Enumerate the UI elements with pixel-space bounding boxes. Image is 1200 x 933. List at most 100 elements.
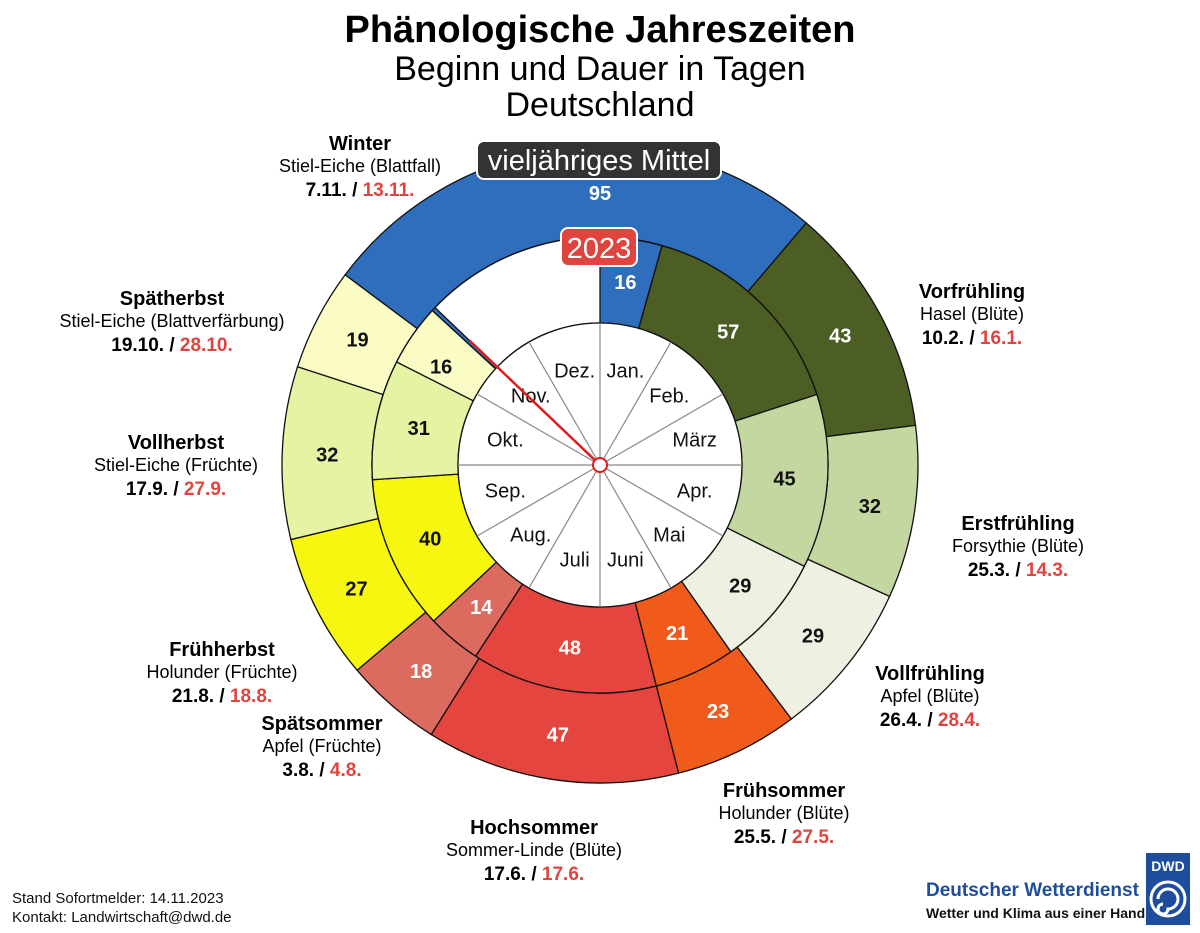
- season-name: Vorfrühling: [919, 281, 1025, 303]
- month-label: Juni: [607, 550, 644, 572]
- current-day-hand: [468, 339, 601, 466]
- footer-kontakt: Kontakt: Landwirtschaft@dwd.de: [12, 909, 232, 926]
- outer-ring-value: 29: [802, 626, 824, 648]
- season-name: Vollherbst: [128, 432, 225, 454]
- season-mean-start: 25.3. /: [968, 560, 1026, 581]
- season-dates: 25.5. / 27.5.: [734, 827, 834, 848]
- season-dates: 17.6. / 17.6.: [484, 864, 584, 885]
- inner-ring-value: 16: [614, 272, 636, 294]
- outer-ring-value: 32: [859, 496, 881, 518]
- outer-ring-value: 18: [410, 661, 432, 683]
- month-divider: [599, 464, 672, 589]
- footer-stand: Stand Sofortmelder: 14.11.2023: [12, 890, 224, 907]
- season-dates: 17.9. / 27.9.: [126, 479, 226, 500]
- season-name: Frühherbst: [169, 639, 275, 661]
- inner-ring-value: 14: [470, 597, 493, 619]
- season-mean-start: 25.5. /: [734, 827, 792, 848]
- month-label: März: [672, 430, 716, 452]
- season-plant: Sommer-Linde (Blüte): [446, 840, 622, 860]
- season-start-2023: 17.6.: [542, 864, 584, 885]
- season-start-2023: 13.11.: [363, 180, 415, 201]
- chart-title: Phänologische Jahreszeiten: [344, 9, 855, 51]
- month-label: Nov.: [511, 386, 551, 408]
- dwd-logo: DWD: [1146, 853, 1190, 925]
- season-dates: 26.4. / 28.4.: [880, 710, 980, 731]
- month-divider: [599, 464, 724, 537]
- inner-badge-label: 2023: [567, 233, 632, 265]
- season-start-2023: 27.5.: [792, 827, 834, 848]
- month-label: Dez.: [554, 360, 595, 382]
- season-name: Erstfrühling: [961, 513, 1074, 535]
- season-mean-start: 21.8. /: [172, 686, 230, 707]
- season-dates: 21.8. / 18.8.: [172, 686, 272, 707]
- season-plant: Hasel (Blüte): [920, 304, 1024, 324]
- outer-ring-mean: 43 32 29 23 47 18 27 32 19 95: [281, 146, 919, 784]
- inner-ring-value: 57: [717, 322, 739, 344]
- inner-ring-value: 16: [430, 356, 452, 378]
- month-label: Aug.: [510, 524, 551, 546]
- inner-ring-value: 21: [666, 623, 688, 645]
- season-mean-start: 26.4. /: [880, 710, 938, 731]
- month-label: Juli: [560, 550, 590, 572]
- season-name: Hochsommer: [470, 817, 598, 839]
- outer-ring-value: 43: [829, 325, 851, 347]
- season-plant: Stiel-Eiche (Blattfall): [279, 156, 441, 176]
- season-name: Spätherbst: [120, 288, 225, 310]
- outer-ring-value: 23: [707, 701, 729, 723]
- season-mean-start: 7.11. /: [306, 180, 363, 201]
- dwd-name: Deutscher Wetterdienst: [926, 880, 1139, 901]
- month-divider: [476, 464, 601, 537]
- inner-ring-value: 29: [729, 576, 751, 598]
- season-mean-start: 17.9. /: [126, 479, 184, 500]
- season-plant: Holunder (Blüte): [718, 803, 849, 823]
- month-label: Okt.: [487, 430, 524, 452]
- month-divider: [528, 464, 601, 589]
- inner-ring-value: 31: [408, 418, 430, 440]
- season-start-2023: 16.1.: [980, 328, 1022, 349]
- dwd-slogan: Wetter und Klima aus einer Hand: [926, 905, 1146, 921]
- inner-ring-value: 40: [419, 529, 441, 551]
- season-name: Vollfrühling: [875, 663, 985, 685]
- season-mean-start: 19.10. /: [111, 335, 180, 356]
- season-dates: 25.3. / 14.3.: [968, 560, 1068, 581]
- outer-ring-value: 27: [345, 578, 367, 600]
- season-mean-start: 10.2. /: [922, 328, 980, 349]
- inner-badge: 2023: [560, 227, 638, 267]
- season-mean-start: 3.8. /: [282, 760, 330, 781]
- dwd-swirl-icon: [1149, 880, 1187, 918]
- season-start-2023: 4.8.: [330, 760, 362, 781]
- season-plant: Forsythie (Blüte): [952, 536, 1084, 556]
- outer-badge: vieljähriges Mittel: [476, 140, 722, 180]
- outer-ring-value: 19: [346, 329, 368, 351]
- outer-ring-value: 47: [547, 725, 569, 747]
- season-start-2023: 28.4.: [938, 710, 980, 731]
- chart-subtitle-1: Beginn und Dauer in Tagen: [394, 50, 805, 88]
- dwd-logo-text: DWD: [1151, 858, 1184, 874]
- month-label: Sep.: [485, 480, 526, 502]
- month-divider: [528, 341, 601, 466]
- season-plant: Apfel (Früchte): [262, 736, 381, 756]
- season-start-2023: 28.10.: [180, 335, 233, 356]
- season-name: Winter: [329, 133, 391, 155]
- outer-ring-value: 95: [589, 183, 611, 205]
- inner-ring-value: 45: [773, 469, 795, 491]
- chart-subtitle-2: Deutschland: [505, 86, 694, 124]
- season-dates: 3.8. / 4.8.: [282, 760, 361, 781]
- inner-ring-value: 48: [559, 638, 581, 660]
- season-start-2023: 18.8.: [230, 686, 272, 707]
- season-start-2023: 27.9.: [184, 479, 226, 500]
- season-dates: 7.11. / 13.11.: [306, 180, 415, 201]
- month-label: Apr.: [677, 480, 713, 502]
- month-divider: [599, 341, 672, 466]
- season-mean-start: 17.6. /: [484, 864, 542, 885]
- season-plant: Apfel (Blüte): [880, 686, 979, 706]
- season-dates: 10.2. / 16.1.: [922, 328, 1022, 349]
- month-divider: [476, 393, 601, 466]
- month-label: Feb.: [649, 386, 689, 408]
- month-label: Mai: [653, 524, 685, 546]
- season-start-2023: 14.3.: [1026, 560, 1068, 581]
- season-plant: Stiel-Eiche (Blattverfärbung): [59, 311, 284, 331]
- season-name: Spätsommer: [261, 713, 382, 735]
